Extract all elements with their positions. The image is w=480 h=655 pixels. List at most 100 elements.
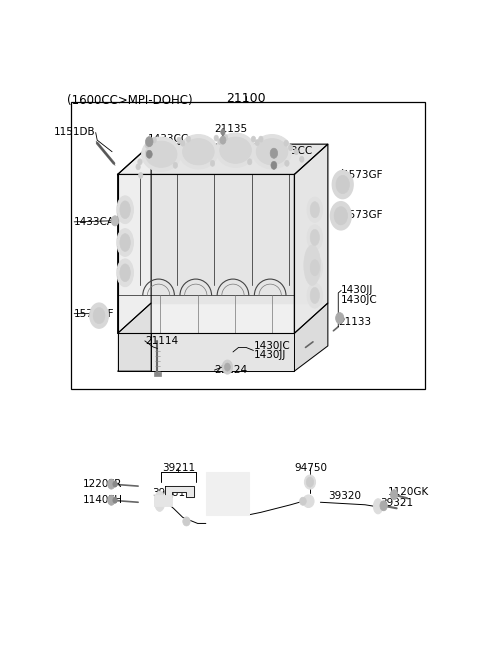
- Circle shape: [146, 150, 152, 159]
- Bar: [154, 495, 172, 506]
- Text: 21100: 21100: [226, 92, 266, 105]
- Ellipse shape: [310, 288, 320, 303]
- Circle shape: [139, 172, 143, 178]
- Ellipse shape: [117, 229, 133, 256]
- Circle shape: [222, 360, 233, 374]
- Text: 1433CA: 1433CA: [74, 217, 115, 227]
- Polygon shape: [118, 144, 151, 333]
- Ellipse shape: [220, 137, 252, 163]
- Text: 39180: 39180: [211, 473, 244, 483]
- Circle shape: [145, 137, 153, 147]
- Text: 1573GF: 1573GF: [343, 170, 383, 180]
- Circle shape: [300, 157, 304, 162]
- Text: 1430JC: 1430JC: [341, 295, 378, 305]
- Text: 21133: 21133: [338, 317, 372, 327]
- Text: 1430JJ: 1430JJ: [341, 286, 373, 295]
- Text: 1430JC: 1430JC: [253, 341, 290, 351]
- Circle shape: [334, 207, 348, 225]
- Ellipse shape: [145, 141, 177, 168]
- Circle shape: [221, 129, 225, 135]
- Polygon shape: [118, 303, 151, 371]
- Circle shape: [306, 477, 314, 487]
- Circle shape: [288, 145, 293, 151]
- Circle shape: [214, 135, 218, 141]
- Ellipse shape: [303, 495, 314, 508]
- Ellipse shape: [256, 139, 288, 165]
- Text: 21124: 21124: [215, 365, 248, 375]
- Ellipse shape: [300, 497, 306, 505]
- Polygon shape: [118, 333, 151, 371]
- Ellipse shape: [307, 283, 323, 308]
- Bar: [154, 372, 161, 376]
- Polygon shape: [118, 174, 294, 333]
- Circle shape: [259, 136, 263, 142]
- Ellipse shape: [307, 255, 323, 280]
- Circle shape: [173, 162, 178, 168]
- Circle shape: [210, 160, 215, 166]
- Ellipse shape: [183, 517, 190, 526]
- Text: 21114: 21114: [145, 336, 178, 346]
- Circle shape: [113, 497, 117, 503]
- Text: 1573GF: 1573GF: [74, 309, 115, 318]
- Circle shape: [380, 500, 387, 511]
- Text: 1140FH: 1140FH: [83, 495, 122, 505]
- Circle shape: [111, 215, 119, 226]
- Ellipse shape: [179, 134, 218, 169]
- Ellipse shape: [117, 259, 133, 287]
- Text: 94750: 94750: [294, 463, 327, 473]
- Polygon shape: [294, 303, 328, 371]
- Circle shape: [285, 160, 289, 166]
- Text: 39320: 39320: [328, 491, 361, 501]
- Ellipse shape: [120, 234, 130, 252]
- Ellipse shape: [304, 245, 321, 286]
- Ellipse shape: [120, 201, 130, 219]
- Circle shape: [108, 495, 115, 505]
- Text: 21135: 21135: [215, 124, 248, 134]
- Circle shape: [136, 164, 140, 170]
- Circle shape: [330, 202, 351, 230]
- Ellipse shape: [310, 259, 320, 276]
- Text: 1433CC: 1433CC: [272, 146, 313, 157]
- Ellipse shape: [307, 225, 323, 250]
- Text: 1120GK: 1120GK: [387, 487, 429, 497]
- Text: 38612: 38612: [211, 492, 244, 502]
- Circle shape: [294, 149, 299, 155]
- Circle shape: [336, 176, 349, 194]
- Circle shape: [177, 137, 181, 143]
- Bar: [71, 102, 424, 389]
- Circle shape: [251, 136, 256, 142]
- Circle shape: [218, 139, 222, 145]
- Polygon shape: [118, 144, 328, 174]
- Text: 1220FR: 1220FR: [83, 479, 122, 489]
- Circle shape: [90, 303, 108, 328]
- Bar: [206, 472, 249, 515]
- Text: 1433CC: 1433CC: [147, 134, 189, 144]
- Text: 1573GF: 1573GF: [343, 210, 383, 220]
- Polygon shape: [165, 486, 194, 497]
- Circle shape: [248, 159, 252, 165]
- Text: 39181: 39181: [152, 488, 185, 498]
- Ellipse shape: [142, 137, 180, 172]
- Ellipse shape: [298, 235, 326, 295]
- Circle shape: [390, 490, 398, 500]
- Circle shape: [271, 161, 277, 170]
- Ellipse shape: [304, 475, 315, 489]
- Circle shape: [108, 479, 115, 489]
- Circle shape: [145, 142, 150, 148]
- Circle shape: [113, 481, 117, 487]
- Text: 1151DB: 1151DB: [54, 127, 96, 137]
- Text: 39211: 39211: [162, 463, 195, 473]
- Circle shape: [336, 312, 344, 324]
- Circle shape: [145, 150, 150, 157]
- Ellipse shape: [310, 202, 320, 218]
- Circle shape: [284, 140, 288, 146]
- Ellipse shape: [252, 134, 291, 169]
- Polygon shape: [151, 144, 328, 303]
- Ellipse shape: [120, 264, 130, 282]
- Polygon shape: [294, 144, 328, 333]
- Ellipse shape: [373, 498, 383, 514]
- Circle shape: [186, 136, 191, 142]
- Circle shape: [93, 308, 105, 324]
- Ellipse shape: [216, 133, 255, 168]
- Ellipse shape: [155, 491, 165, 512]
